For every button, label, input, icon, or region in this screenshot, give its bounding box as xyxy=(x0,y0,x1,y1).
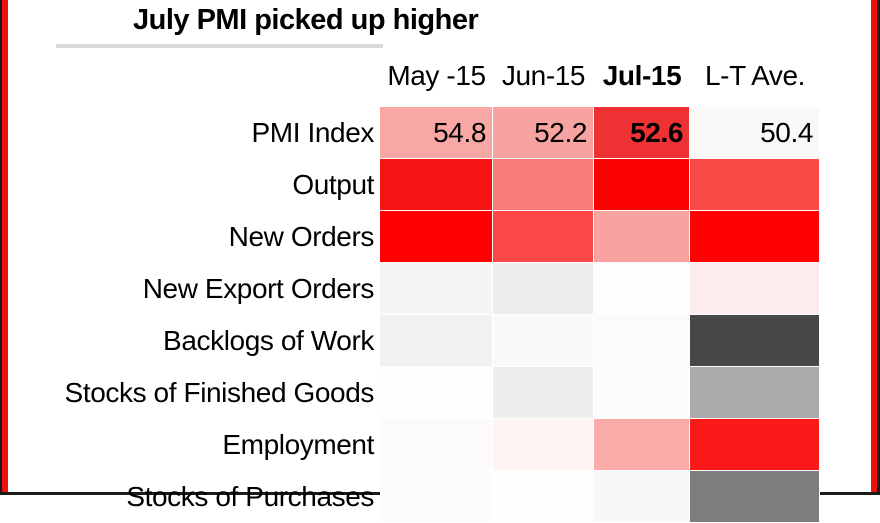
heatmap-cell xyxy=(380,211,493,263)
heatmap-cell xyxy=(594,263,690,315)
heatmap-cell xyxy=(493,263,594,315)
heatmap-cell xyxy=(690,367,820,419)
column-header: Jun-15 xyxy=(501,60,586,91)
heatmap-cell xyxy=(594,315,690,367)
column-header: L-T Ave. xyxy=(704,60,806,91)
column-header: Jul-15 xyxy=(602,60,682,91)
header-spacer xyxy=(8,55,380,97)
heatmap-cell xyxy=(380,367,493,419)
heatmap-cell xyxy=(594,471,690,523)
pmi-heatmap-table: May -15 Jun-15 Jul-15 L-T Ave. PMI Index 54.8… xyxy=(8,55,820,523)
heatmap-cell xyxy=(493,315,594,367)
heatmap-cell xyxy=(594,211,690,263)
heatmap-cell xyxy=(690,159,820,211)
frame-left-red-stripe xyxy=(2,0,8,495)
heatmap-cell xyxy=(594,159,690,211)
heatmap-cell xyxy=(690,211,820,263)
heatmap-cell xyxy=(493,367,594,419)
heatmap-cell xyxy=(493,159,594,211)
heatmap-cell xyxy=(380,263,493,315)
heatmap-cell xyxy=(493,211,594,263)
heatmap-cell xyxy=(380,419,493,471)
heatmap-cell xyxy=(493,419,594,471)
heatmap-cell: 52.2 xyxy=(493,107,594,159)
row-label: New Orders xyxy=(228,221,375,252)
heatmap-cell xyxy=(594,367,690,419)
heatmap-cell xyxy=(594,419,690,471)
row-label: Output xyxy=(292,169,374,200)
heatmap-cell xyxy=(380,159,493,211)
heatmap-cell: 54.8 xyxy=(380,107,493,159)
column-header: May -15 xyxy=(387,60,486,91)
heatmap-cell xyxy=(493,471,594,523)
row-label: Backlogs of Work xyxy=(163,325,374,356)
heatmap-cell xyxy=(690,419,820,471)
row-label: New Export Orders xyxy=(142,273,375,304)
row-label: PMI Index xyxy=(251,117,375,148)
heatmap-cell: 52.6 xyxy=(594,107,690,159)
row-label: Stocks of Finished Goods xyxy=(64,377,375,408)
row-label: Stocks of Purchases xyxy=(126,481,374,512)
heatmap-cell xyxy=(380,471,493,523)
heatmap-cell xyxy=(690,471,820,523)
page-title: July PMI picked up higher xyxy=(133,4,479,36)
frame-right-black-edge xyxy=(877,0,880,495)
heatmap-cell xyxy=(690,263,820,315)
frame-left-black-edge xyxy=(0,0,2,495)
row-label: Employment xyxy=(222,429,374,460)
heatmap-cell: 50.4 xyxy=(690,107,820,159)
title-underline xyxy=(56,44,383,48)
heatmap-cell xyxy=(380,315,493,367)
frame-right-red-stripe xyxy=(871,0,877,495)
heatmap-cell xyxy=(690,315,820,367)
